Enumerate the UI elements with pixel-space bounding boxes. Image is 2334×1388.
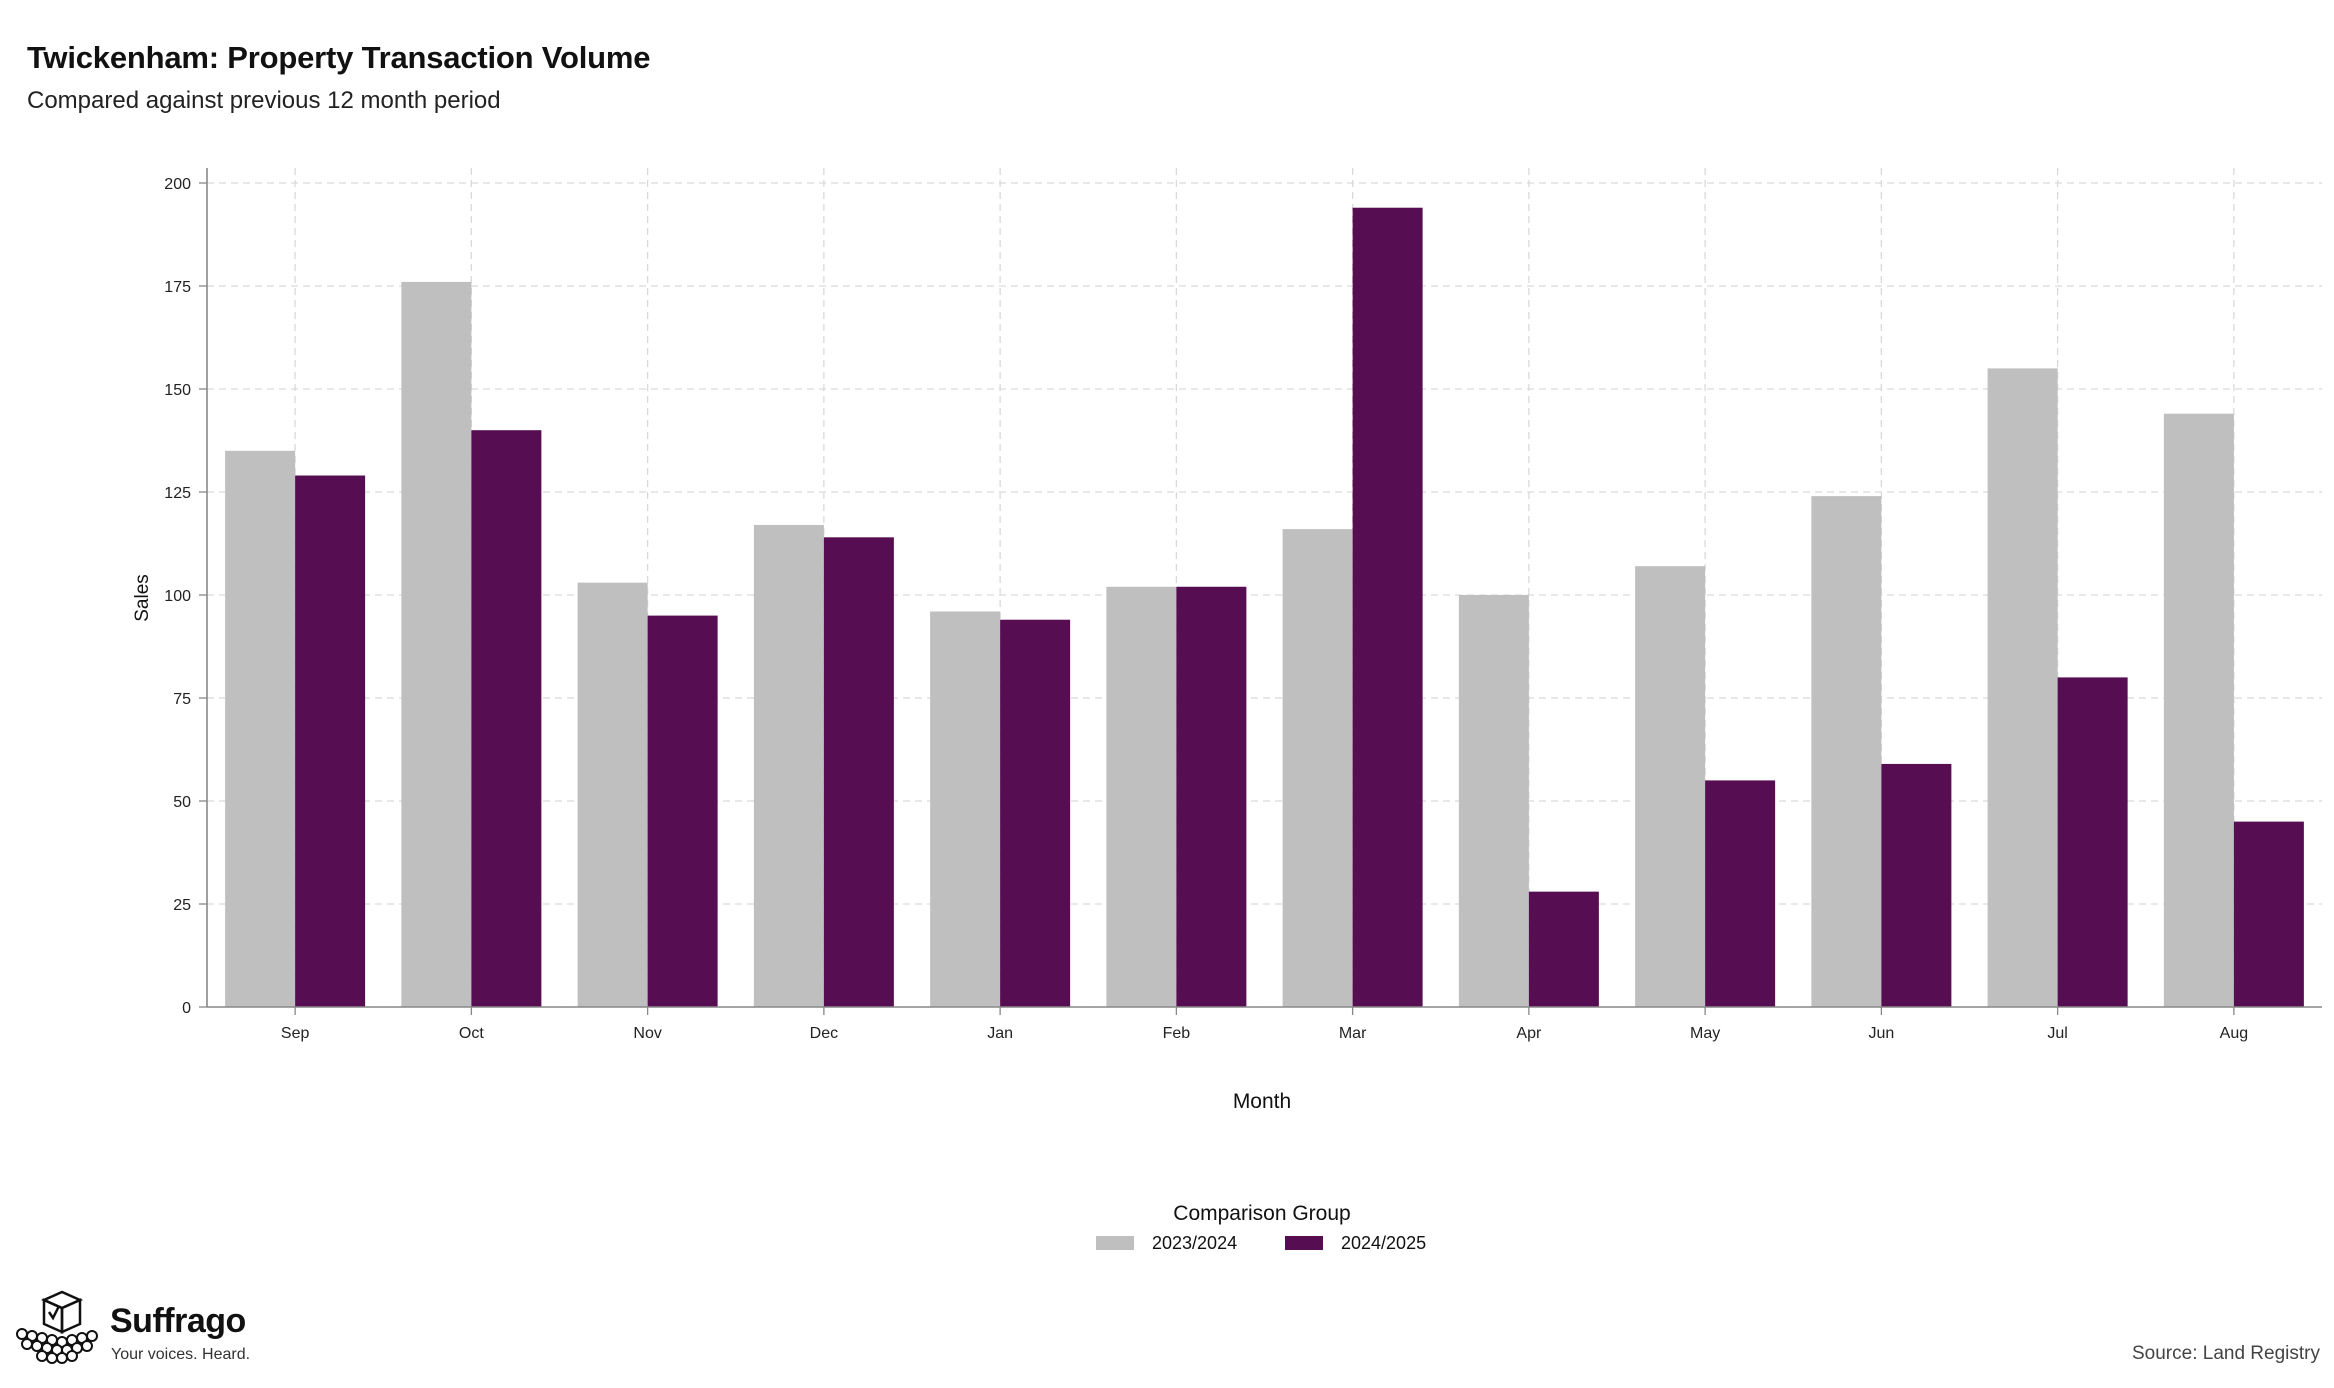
ballot-box-icon <box>14 1290 110 1375</box>
y-tick-label: 25 <box>173 897 191 914</box>
x-tick-label: May <box>1690 1025 1720 1042</box>
bar-2024-2025-jan <box>1000 619 1071 1007</box>
bar-2024-2025-jun <box>1881 763 1952 1007</box>
y-tick-label: 50 <box>173 794 191 811</box>
bar-2023-2024-apr <box>1458 595 1529 1007</box>
x-tick-label: Sep <box>281 1025 310 1042</box>
bar-2024-2025-aug <box>2233 821 2304 1007</box>
bar-2024-2025-jul <box>2057 677 2128 1007</box>
y-tick-label: 0 <box>182 1000 191 1017</box>
bar-2023-2024-mar <box>1282 529 1353 1007</box>
legend-label: 2023/2024 <box>1152 1233 1237 1253</box>
bar-2023-2024-jan <box>930 611 1001 1007</box>
chart-title: Twickenham: Property Transaction Volume <box>27 40 651 75</box>
y-tick-label: 175 <box>164 279 191 296</box>
y-axis-label: Sales <box>132 574 153 622</box>
brand-name: Suffrago <box>110 1302 246 1340</box>
bar-2023-2024-jun <box>1811 496 1882 1007</box>
y-tick-label: 125 <box>164 485 191 502</box>
x-tick-label: Oct <box>459 1025 484 1042</box>
y-tick-labels: 0 25 50 75 100 125 150 175 200 <box>164 176 191 1017</box>
bars <box>225 207 2304 1008</box>
legend-label: 2024/2025 <box>1341 1233 1426 1253</box>
bar-chart: 0 25 50 75 100 125 150 175 200 Sep Oct Nov Dec Jan Fe… <box>132 168 2322 1253</box>
bar-2023-2024-oct <box>401 281 472 1007</box>
bar-2024-2025-oct <box>471 430 542 1007</box>
y-tick-label: 100 <box>164 588 191 605</box>
x-tick-label: Mar <box>1339 1025 1367 1042</box>
y-tick-label: 150 <box>164 382 191 399</box>
bar-2023-2024-nov <box>577 582 648 1007</box>
bar-2024-2025-dec <box>823 537 894 1007</box>
legend: 2023/2024 2024/2025 <box>1096 1233 1426 1253</box>
x-tick-label: Jan <box>987 1025 1013 1042</box>
x-tick-label: Nov <box>633 1025 661 1042</box>
bar-2024-2025-nov <box>647 615 718 1007</box>
bar-2024-2025-feb <box>1176 586 1247 1007</box>
bar-2024-2025-may <box>1705 780 1776 1007</box>
axes <box>199 168 2322 1015</box>
legend-swatch <box>1096 1236 1134 1250</box>
x-tick-label: Feb <box>1163 1025 1191 1042</box>
legend-swatch <box>1285 1236 1323 1250</box>
x-tick-label: Dec <box>810 1025 838 1042</box>
bar-2024-2025-sep <box>295 475 366 1007</box>
bar-2023-2024-aug <box>2163 413 2234 1008</box>
x-tick-label: Jul <box>2047 1025 2067 1042</box>
bar-2024-2025-mar <box>1352 207 1423 1008</box>
x-tick-labels: Sep Oct Nov Dec Jan Feb Mar Apr May Jun Jul Aug <box>281 1025 2248 1042</box>
x-tick-label: Jun <box>1868 1025 1894 1042</box>
bar-2023-2024-jul <box>1987 368 2058 1007</box>
x-axis-label: Month <box>1233 1090 1291 1113</box>
bar-2024-2025-apr <box>1528 891 1599 1007</box>
bar-2023-2024-may <box>1635 566 1706 1007</box>
y-tick-label: 200 <box>164 176 191 193</box>
brand-tagline: Your voices. Heard. <box>111 1346 251 1363</box>
bar-2023-2024-sep <box>225 450 296 1007</box>
legend-title: Comparison Group <box>1173 1202 1350 1225</box>
chart-subtitle: Compared against previous 12 month perio… <box>27 87 501 114</box>
bar-2023-2024-feb <box>1106 586 1177 1007</box>
x-tick-label: Apr <box>1516 1025 1542 1042</box>
y-tick-label: 75 <box>173 691 191 708</box>
x-tick-label: Aug <box>2220 1025 2248 1042</box>
bar-2023-2024-dec <box>753 524 824 1007</box>
source-note: Source: Land Registry <box>2132 1343 2320 1364</box>
